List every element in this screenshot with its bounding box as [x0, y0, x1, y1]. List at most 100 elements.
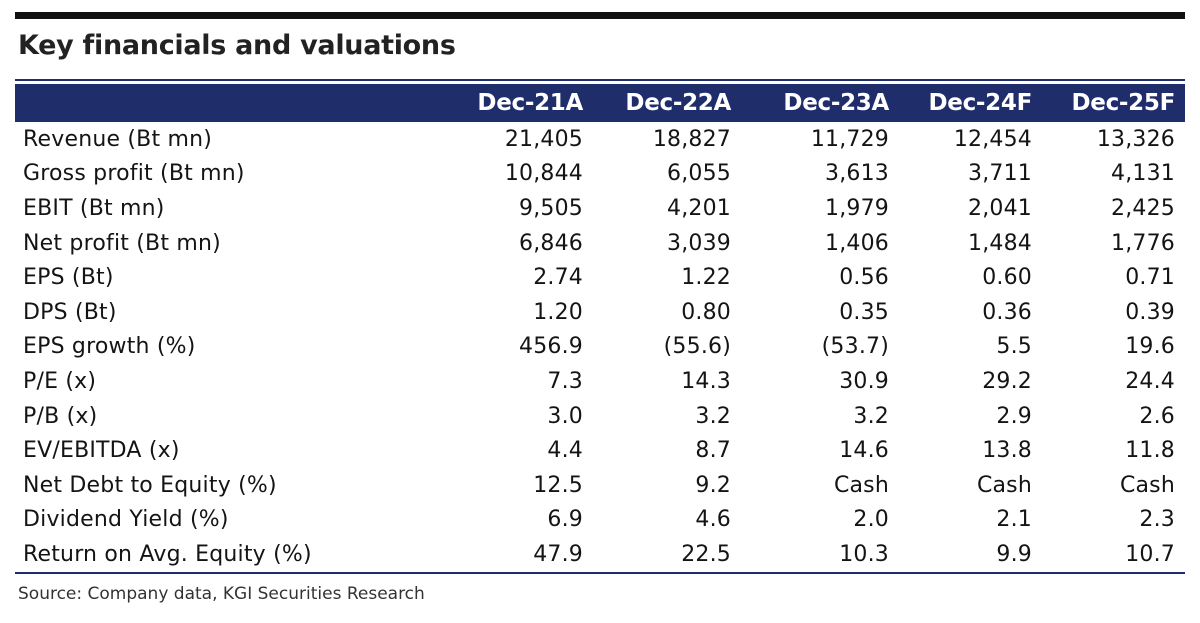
table-row: P/B (x) 3.0 3.2 3.2 2.9 2.6 [15, 399, 1185, 434]
financials-table: Dec-21A Dec-22A Dec-23A Dec-24F Dec-25F … [15, 84, 1185, 574]
value-cell: 2.3 [1139, 507, 1175, 533]
value-cell: 9.2 [695, 472, 731, 498]
value-cell: 3,711 [968, 161, 1032, 187]
value-cell: 4.4 [547, 438, 583, 464]
column-header: Dec-22A [625, 90, 731, 116]
value-cell: 18,827 [652, 126, 731, 152]
row-label: Revenue (Bt mn) [23, 126, 213, 152]
value-cell: (55.6) [663, 334, 731, 360]
value-cell: 10.3 [741, 537, 899, 574]
value-cell: Cash [976, 472, 1032, 498]
value-cell: 47.9 [443, 537, 593, 574]
value-cell: 2.9 [996, 403, 1032, 429]
value-cell: 456.9 [519, 334, 583, 360]
column-header: Dec-25F [1071, 90, 1176, 116]
value-cell: 0.36 [982, 299, 1032, 325]
table-row: EPS (Bt) 2.74 1.22 0.56 0.60 0.71 [15, 260, 1185, 295]
value-cell: 0.60 [982, 265, 1032, 291]
value-cell: 0.39 [1125, 299, 1175, 325]
header-label-cell [15, 84, 443, 122]
value-cell: 0.56 [839, 265, 889, 291]
value-cell: 3.2 [853, 403, 889, 429]
value-cell: 10,844 [504, 161, 583, 187]
value-cell: 4,201 [667, 195, 731, 221]
column-header: Dec-23A [783, 90, 889, 116]
header-row: Dec-21A Dec-22A Dec-23A Dec-24F Dec-25F [15, 84, 1185, 122]
value-cell: 4,131 [1111, 161, 1175, 187]
table-row: P/E (x) 7.3 14.3 30.9 29.2 24.4 [15, 364, 1185, 399]
value-cell: 13,326 [1096, 126, 1175, 152]
row-label: Return on Avg. Equity (%) [15, 537, 443, 574]
value-cell: 10.7 [1042, 537, 1185, 574]
table-row: Revenue (Bt mn) 21,405 18,827 11,729 12,454 1… [15, 122, 1185, 157]
value-cell: 2.74 [533, 265, 583, 291]
table-body: Revenue (Bt mn) 21,405 18,827 11,729 12,454 1… [15, 122, 1185, 574]
column-header: Dec-24F [928, 90, 1033, 116]
value-cell: 2.6 [1139, 403, 1175, 429]
value-cell: 19.6 [1125, 334, 1175, 360]
value-cell: 2.0 [853, 507, 889, 533]
value-cell: 3.2 [695, 403, 731, 429]
value-cell: 22.5 [593, 537, 741, 574]
value-cell: 24.4 [1125, 368, 1175, 394]
value-cell: 14.3 [681, 368, 731, 394]
row-label: EBIT (Bt mn) [23, 195, 165, 221]
value-cell: 3.0 [547, 403, 583, 429]
value-cell: 0.71 [1125, 265, 1175, 291]
value-cell: 1.20 [533, 299, 583, 325]
value-cell: 2.1 [996, 507, 1032, 533]
value-cell: 2,425 [1111, 195, 1175, 221]
table-header: Dec-21A Dec-22A Dec-23A Dec-24F Dec-25F [15, 84, 1185, 122]
value-cell: Cash [1119, 472, 1175, 498]
value-cell: 13.8 [982, 438, 1032, 464]
row-label: Net Debt to Equity (%) [23, 472, 277, 498]
title-rule [15, 79, 1185, 81]
row-label: DPS (Bt) [23, 299, 117, 325]
value-cell: 29.2 [982, 368, 1032, 394]
value-cell: 9,505 [519, 195, 583, 221]
row-label: P/B (x) [23, 403, 98, 429]
value-cell: 1.22 [681, 265, 731, 291]
row-label: EV/EBITDA (x) [23, 438, 180, 464]
row-label: Gross profit (Bt mn) [23, 161, 245, 187]
value-cell: 8.7 [695, 438, 731, 464]
table-row: Gross profit (Bt mn) 10,844 6,055 3,613 3,71… [15, 157, 1185, 192]
row-label: EPS growth (%) [23, 334, 196, 360]
value-cell: Cash [833, 472, 889, 498]
top-rule [15, 12, 1185, 19]
table-row: Net Debt to Equity (%) 12.5 9.2 Cash Cash Cas… [15, 468, 1185, 503]
value-cell: 12.5 [533, 472, 583, 498]
row-label: Dividend Yield (%) [23, 507, 229, 533]
value-cell: 1,979 [825, 195, 889, 221]
value-cell: 3,039 [667, 230, 731, 256]
value-cell: 0.80 [681, 299, 731, 325]
value-cell: 5.5 [996, 334, 1032, 360]
table-row: DPS (Bt) 1.20 0.80 0.35 0.36 0.39 [15, 295, 1185, 330]
value-cell: 7.3 [547, 368, 583, 394]
value-cell: 9.9 [899, 537, 1042, 574]
row-label: Net profit (Bt mn) [23, 230, 221, 256]
value-cell: 1,776 [1111, 230, 1175, 256]
value-cell: 4.6 [695, 507, 731, 533]
table-row: Net profit (Bt mn) 6,846 3,039 1,406 1,484 1,… [15, 226, 1185, 261]
value-cell: 30.9 [839, 368, 889, 394]
value-cell: (53.7) [821, 334, 889, 360]
row-label: P/E (x) [23, 368, 97, 394]
value-cell: 3,613 [825, 161, 889, 187]
table-row: EBIT (Bt mn) 9,505 4,201 1,979 2,041 2,425 [15, 191, 1185, 226]
value-cell: 0.35 [839, 299, 889, 325]
column-header: Dec-21A [477, 90, 583, 116]
value-cell: 11,729 [810, 126, 889, 152]
value-cell: 6,846 [519, 230, 583, 256]
value-cell: 1,406 [825, 230, 889, 256]
value-cell: 12,454 [953, 126, 1032, 152]
value-cell: 14.6 [839, 438, 889, 464]
value-cell: 11.8 [1125, 438, 1175, 464]
value-cell: 1,484 [968, 230, 1032, 256]
source-note: Source: Company data, KGI Securities Res… [18, 584, 425, 604]
table-row: EV/EBITDA (x) 4.4 8.7 14.6 13.8 11.8 [15, 433, 1185, 468]
table-row: EPS growth (%) 456.9 (55.6) (53.7) 5.5 19.6 [15, 330, 1185, 365]
row-label: EPS (Bt) [23, 265, 114, 291]
value-cell: 6.9 [547, 507, 583, 533]
value-cell: 2,041 [968, 195, 1032, 221]
